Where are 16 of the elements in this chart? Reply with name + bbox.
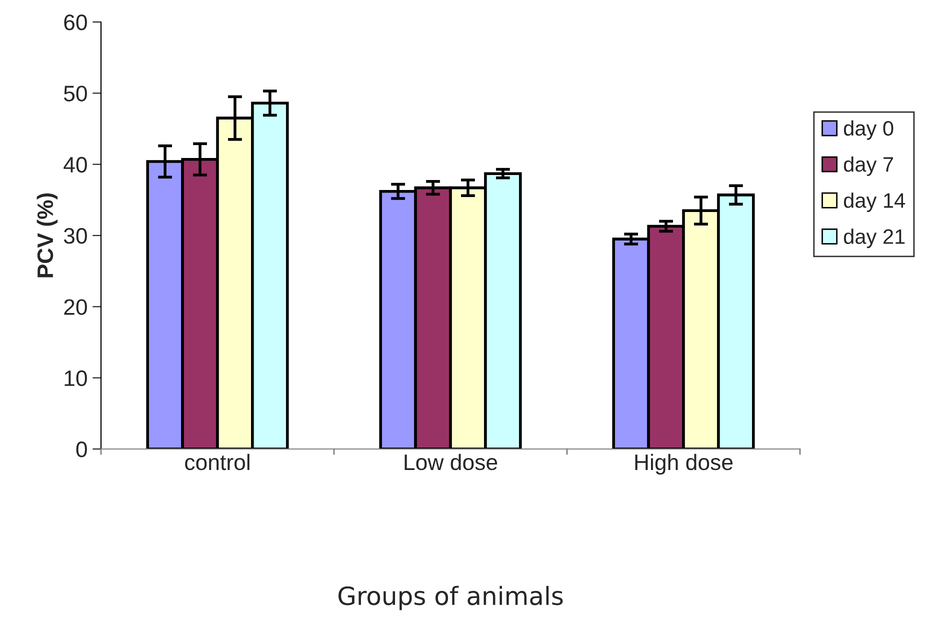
x-tick-label: control (185, 454, 250, 470)
legend-label: day 7 (844, 156, 893, 176)
y-axis-title: PCV (%) (36, 193, 58, 278)
y-tick-label: 0 (76, 442, 87, 458)
y-tick-label: 30 (64, 228, 87, 244)
y-tick-label: 40 (64, 156, 87, 173)
x-tick-label: Low dose (404, 454, 498, 470)
y-tick-label: 60 (64, 14, 87, 30)
legend-label: day 21 (844, 228, 905, 248)
y-tick-label: 50 (64, 86, 87, 102)
y-tick-label: 20 (64, 299, 87, 315)
y-tick-label: 10 (64, 370, 87, 386)
x-axis-title: Groups of animals (338, 586, 563, 610)
x-tick-label: High dose (635, 454, 733, 475)
legend-label: day 14 (844, 192, 906, 212)
legend-label: day 0 (844, 120, 894, 140)
